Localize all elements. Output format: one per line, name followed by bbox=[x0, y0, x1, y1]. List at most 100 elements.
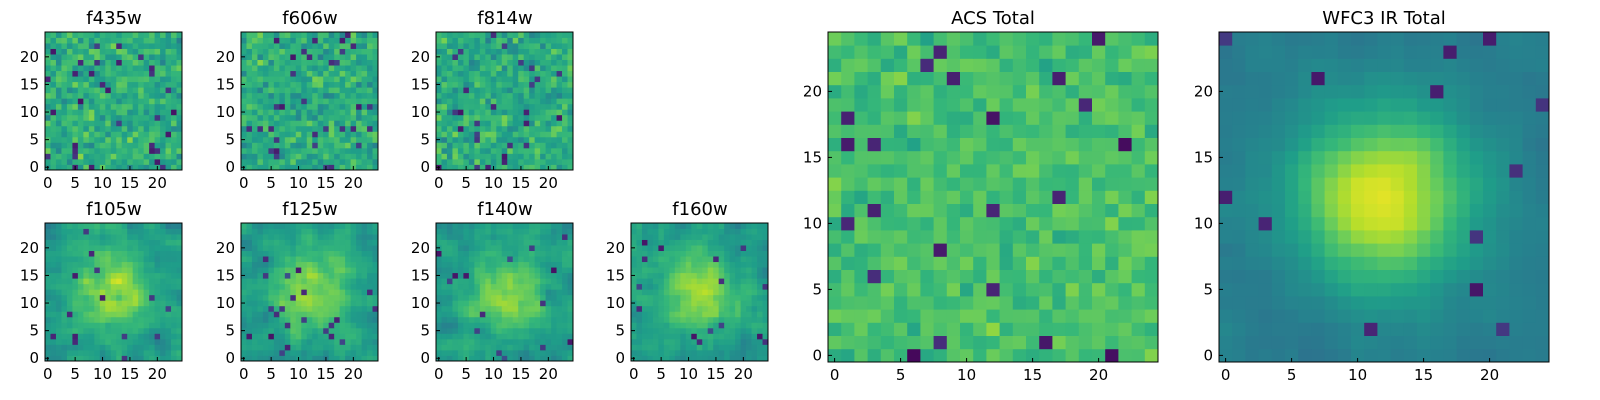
heatmap-cell bbox=[268, 294, 275, 301]
heatmap-cell bbox=[674, 283, 681, 290]
heatmap-cell bbox=[334, 158, 341, 165]
x-tick-label: 0 bbox=[434, 365, 444, 383]
heatmap-cell bbox=[496, 136, 503, 143]
heatmap-cell bbox=[66, 48, 73, 55]
heatmap-cell bbox=[735, 223, 741, 229]
heatmap-cell bbox=[468, 349, 475, 356]
heatmap-cell bbox=[946, 335, 961, 350]
heatmap-cell bbox=[367, 81, 373, 88]
heatmap-cell bbox=[339, 103, 346, 110]
heatmap-cell bbox=[1039, 296, 1053, 310]
heatmap-cell bbox=[452, 103, 459, 110]
heatmap-cell bbox=[61, 223, 68, 229]
heatmap-cell bbox=[446, 234, 453, 240]
heatmap-cell bbox=[529, 54, 536, 60]
heatmap-cell bbox=[176, 327, 183, 334]
heatmap-cell bbox=[45, 98, 51, 105]
heatmap-cell bbox=[77, 59, 84, 66]
heatmap-cell bbox=[116, 283, 123, 290]
heatmap-cell bbox=[512, 48, 519, 55]
heatmap-cell bbox=[674, 294, 681, 301]
heatmap-cell bbox=[567, 32, 574, 38]
heatmap-cell bbox=[367, 87, 373, 94]
heatmap-cell bbox=[284, 32, 291, 38]
heatmap-cell bbox=[138, 65, 145, 72]
heatmap-cell bbox=[757, 338, 763, 345]
heatmap-cell bbox=[149, 164, 155, 171]
heatmap-cell bbox=[356, 70, 362, 77]
heatmap-cell bbox=[361, 223, 368, 229]
heatmap-cell bbox=[116, 131, 123, 138]
heatmap-cell bbox=[295, 267, 302, 274]
heatmap-cell bbox=[257, 327, 264, 334]
x-tick-label: 5 bbox=[70, 174, 80, 192]
heatmap-cell bbox=[828, 335, 842, 350]
heatmap-cell bbox=[154, 283, 161, 290]
heatmap-cell bbox=[367, 245, 373, 251]
heatmap-cell bbox=[110, 245, 117, 251]
heatmap-cell bbox=[457, 327, 464, 334]
heatmap-cell bbox=[306, 120, 313, 127]
heatmap-cell bbox=[317, 245, 324, 251]
heatmap-cell bbox=[986, 269, 1000, 284]
heatmap-cell bbox=[160, 245, 166, 251]
heatmap-cell bbox=[933, 150, 948, 165]
heatmap-cell bbox=[61, 103, 68, 110]
x-tick-label: 10 bbox=[679, 365, 698, 383]
heatmap-cell bbox=[268, 158, 275, 165]
heatmap-cell bbox=[50, 92, 57, 99]
heatmap-cell bbox=[171, 48, 177, 55]
heatmap-cell bbox=[328, 87, 335, 94]
heatmap-cell bbox=[999, 137, 1014, 152]
heatmap-cell bbox=[713, 250, 720, 257]
heatmap-cell bbox=[251, 349, 258, 356]
heatmap-cell bbox=[729, 239, 736, 246]
heatmap-cell bbox=[647, 261, 654, 268]
heatmap-cell bbox=[262, 234, 269, 240]
heatmap-cell bbox=[127, 32, 134, 38]
heatmap-cell bbox=[138, 114, 145, 121]
y-tick-label: 0 bbox=[420, 158, 430, 176]
heatmap-cell bbox=[251, 228, 258, 235]
heatmap-cell bbox=[50, 289, 57, 296]
heatmap-cell bbox=[317, 223, 324, 229]
heatmap-cell bbox=[328, 54, 335, 60]
heatmap-cell bbox=[165, 164, 172, 171]
heatmap-cell bbox=[61, 32, 68, 38]
heatmap-cell bbox=[468, 322, 475, 329]
heatmap-cell bbox=[143, 228, 150, 235]
heatmap-cell bbox=[1039, 322, 1053, 336]
heatmap-cell bbox=[367, 250, 373, 257]
heatmap-cell bbox=[907, 282, 921, 297]
heatmap-cell bbox=[691, 239, 698, 246]
heatmap-cell bbox=[490, 32, 497, 38]
heatmap-cell bbox=[702, 322, 709, 329]
heatmap-cell bbox=[241, 223, 247, 229]
heatmap-cell bbox=[273, 338, 280, 345]
heatmap-cell bbox=[713, 239, 720, 246]
heatmap-cell bbox=[1118, 243, 1132, 257]
heatmap-cell bbox=[251, 136, 258, 143]
heatmap-cell bbox=[61, 355, 68, 362]
heatmap-cell bbox=[268, 65, 275, 72]
heatmap-cell bbox=[479, 300, 486, 307]
heatmap-cell bbox=[257, 322, 264, 329]
heatmap-cell bbox=[946, 348, 961, 363]
heatmap-cell bbox=[127, 316, 134, 323]
heatmap-cell bbox=[312, 70, 319, 77]
heatmap-cell bbox=[485, 300, 492, 307]
heatmap-cell bbox=[507, 70, 514, 77]
heatmap-cell bbox=[171, 344, 177, 351]
heatmap-cell bbox=[345, 355, 351, 362]
heatmap-cell bbox=[518, 76, 525, 83]
heatmap-cell bbox=[534, 338, 541, 345]
heatmap-cell bbox=[339, 81, 346, 88]
heatmap-cell bbox=[160, 70, 166, 77]
heatmap-cell bbox=[452, 234, 459, 240]
heatmap-cell bbox=[501, 256, 508, 263]
heatmap-cell bbox=[631, 239, 637, 246]
heatmap-cell bbox=[485, 327, 492, 334]
heatmap-cell bbox=[50, 355, 57, 362]
heatmap-cell bbox=[490, 153, 497, 160]
heatmap-cell bbox=[663, 261, 670, 268]
